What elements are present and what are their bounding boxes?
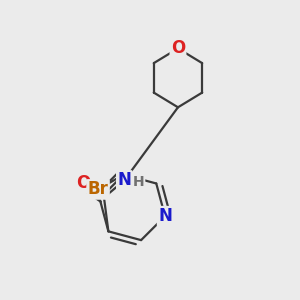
Text: O: O [171,39,185,57]
Text: N: N [117,172,131,190]
Text: H: H [133,175,144,189]
Text: N: N [158,207,172,225]
Text: Br: Br [88,180,109,198]
Text: O: O [76,174,91,192]
